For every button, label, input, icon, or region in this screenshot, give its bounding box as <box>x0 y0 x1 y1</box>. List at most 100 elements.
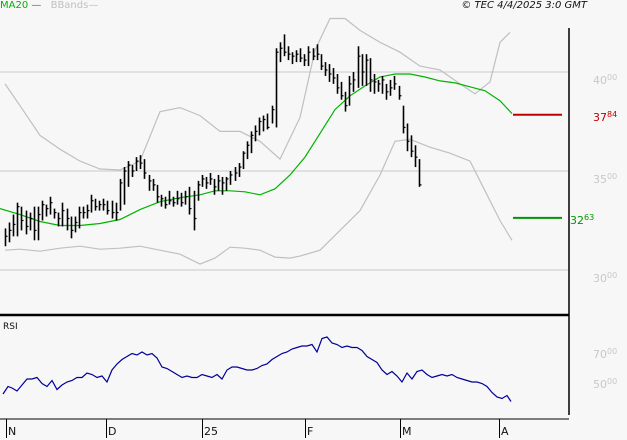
date-label-A: A <box>501 425 509 438</box>
ohlc-bar <box>328 64 332 82</box>
date-label-25: 25 <box>204 425 218 438</box>
ohlc-bar <box>41 200 45 221</box>
ohlc-bar <box>385 83 389 100</box>
legend-bbands: BBands— <box>51 0 99 11</box>
ohlc-bar <box>291 52 295 65</box>
ohlc-bar <box>266 113 270 130</box>
ohlc-bar <box>295 50 299 63</box>
price-label-3000: 3000 <box>593 271 618 285</box>
ohlc-bar <box>299 48 303 63</box>
ohlc-bar <box>172 196 176 207</box>
ohlc-bar <box>49 196 53 215</box>
ohlc-bar <box>184 190 188 205</box>
support-resistance-lines <box>513 113 562 219</box>
resistance-label: 3784 <box>593 109 618 124</box>
ohlc-bar <box>143 159 147 179</box>
support-label: 3263 <box>570 212 595 227</box>
ohlc-bar <box>25 210 29 235</box>
ohlc-bar <box>389 79 393 96</box>
ohlc-bar <box>20 206 24 231</box>
price-gridlines <box>0 71 569 271</box>
bband-path <box>4 138 513 265</box>
ohlc-bar <box>320 54 324 71</box>
ohlc-bar <box>316 44 320 61</box>
ohlc-bar <box>4 228 8 247</box>
legend-ma20-swatch: — <box>31 0 42 11</box>
ohlc-bar <box>418 159 422 187</box>
ohlc-bar <box>287 46 291 61</box>
ohlc-bar <box>234 167 238 181</box>
ohlc-bar <box>82 206 86 219</box>
price-label-4000: 4000 <box>593 73 618 87</box>
ohlc-bar <box>352 72 356 92</box>
ohlc-bar <box>250 131 254 154</box>
ohlc-bar <box>139 155 143 170</box>
ohlc-bar <box>307 46 311 67</box>
date-label-D: D <box>108 425 117 438</box>
bollinger-bands <box>4 17 513 265</box>
ohlc-bar <box>229 171 233 185</box>
ohlc-bar <box>29 212 33 231</box>
ohlc-bar <box>246 141 250 160</box>
ohlc-bar <box>369 58 373 92</box>
rsi-label-50: 5000 <box>593 377 618 391</box>
ohlc-bar <box>135 157 139 171</box>
ohlc-bar <box>176 190 180 205</box>
ohlc-bar <box>225 176 229 191</box>
ohlc-bar <box>61 202 65 227</box>
ohlc-bar <box>78 206 82 229</box>
ohlc-bar <box>160 194 164 207</box>
ohlc-bar <box>33 206 37 241</box>
rsi-title: RSI <box>3 322 18 332</box>
ohlc-bar <box>16 202 20 237</box>
ohlc-bar <box>164 196 168 209</box>
ohlc-bar <box>205 176 209 189</box>
ohlc-bar <box>111 200 115 219</box>
ohlc-bar <box>365 54 369 86</box>
ohlc-bar <box>156 184 160 203</box>
ohlc-bar <box>373 73 377 94</box>
date-label-M: M <box>402 425 412 438</box>
ohlc-bar <box>348 75 352 106</box>
ohlc-bar <box>283 34 287 57</box>
ohlc-bar <box>197 180 201 201</box>
ma20-line <box>0 73 513 227</box>
ohlc-bar <box>381 75 385 94</box>
chart-legend: MA20 — BBands— <box>0 0 98 12</box>
ohlc-bar <box>242 151 246 170</box>
ohlc-bar <box>70 216 74 239</box>
ohlc-bar <box>57 212 61 227</box>
ohlc-bar <box>201 174 205 187</box>
ohlc-bar <box>254 125 258 142</box>
ohlc-bar <box>312 48 316 61</box>
ohlc-bar <box>279 42 283 63</box>
ohlc-bar <box>406 123 410 152</box>
price-bars <box>4 34 422 247</box>
ohlc-bar <box>213 178 217 195</box>
copyright-timestamp: © TEC 4/4/2025 3:0 GMT <box>461 0 587 11</box>
ohlc-bar <box>258 117 262 136</box>
ohlc-bar <box>193 190 197 231</box>
ohlc-bar <box>340 81 344 100</box>
ohlc-bar <box>94 198 98 211</box>
ohlc-bar <box>402 105 406 134</box>
legend-ma20-label: MA20 <box>0 0 29 11</box>
ohlc-bar <box>275 48 279 128</box>
ohlc-bar <box>324 62 328 76</box>
ohlc-bar <box>393 75 397 90</box>
ohlc-bar <box>303 54 307 67</box>
chart-frame <box>0 28 570 420</box>
rsi-path <box>2 336 512 402</box>
ohlc-bar <box>336 73 340 94</box>
rsi-line <box>2 336 512 402</box>
ohlc-bar <box>74 216 78 233</box>
legend-ma20: MA20 — <box>0 0 41 11</box>
ohlc-bar <box>221 176 225 195</box>
ohlc-bar <box>414 145 418 168</box>
ohlc-bar <box>410 135 414 158</box>
date-label-F: F <box>307 425 314 438</box>
ohlc-bar <box>102 198 106 211</box>
ohlc-bar <box>180 192 184 207</box>
ohlc-bar <box>123 167 127 205</box>
